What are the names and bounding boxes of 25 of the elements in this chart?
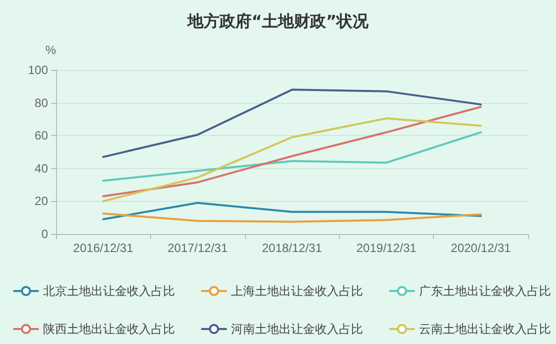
- legend-label: 河南土地出让金收入占比: [231, 322, 363, 336]
- x-tick-label: 2019/12/31: [356, 241, 417, 255]
- legend-label: 云南土地出让金收入占比: [419, 322, 551, 336]
- y-tick-label: 80: [34, 96, 48, 110]
- line-series: [102, 117, 482, 202]
- legend-label: 广东土地出让金收入占比: [419, 284, 551, 298]
- legend-label: 北京土地出让金收入占比: [43, 284, 175, 298]
- x-tick-label: 2018/12/31: [262, 241, 322, 255]
- legend-label: 陕西土地出让金收入占比: [43, 322, 175, 336]
- y-tick-label: 60: [34, 128, 48, 143]
- chart-title: 地方政府“土地财政”状况: [186, 12, 370, 30]
- line-series: [102, 212, 482, 223]
- x-tick-label: 2016/12/31: [73, 241, 134, 255]
- line-series: [102, 131, 482, 182]
- line-series: [102, 106, 482, 198]
- x-tick-label: 2017/12/31: [168, 241, 228, 255]
- y-tick-label: 20: [34, 194, 48, 208]
- legend-label: 上海土地出让金收入占比: [231, 284, 363, 298]
- y-tick-label: 40: [34, 161, 48, 176]
- y-tick-label: 100: [28, 63, 48, 77]
- y-tick-label: 0: [41, 227, 48, 241]
- x-tick-label: 2020/12/31: [450, 241, 512, 255]
- y-axis-title: %: [45, 43, 56, 57]
- line-series: [102, 202, 482, 220]
- line-series: [102, 88, 482, 158]
